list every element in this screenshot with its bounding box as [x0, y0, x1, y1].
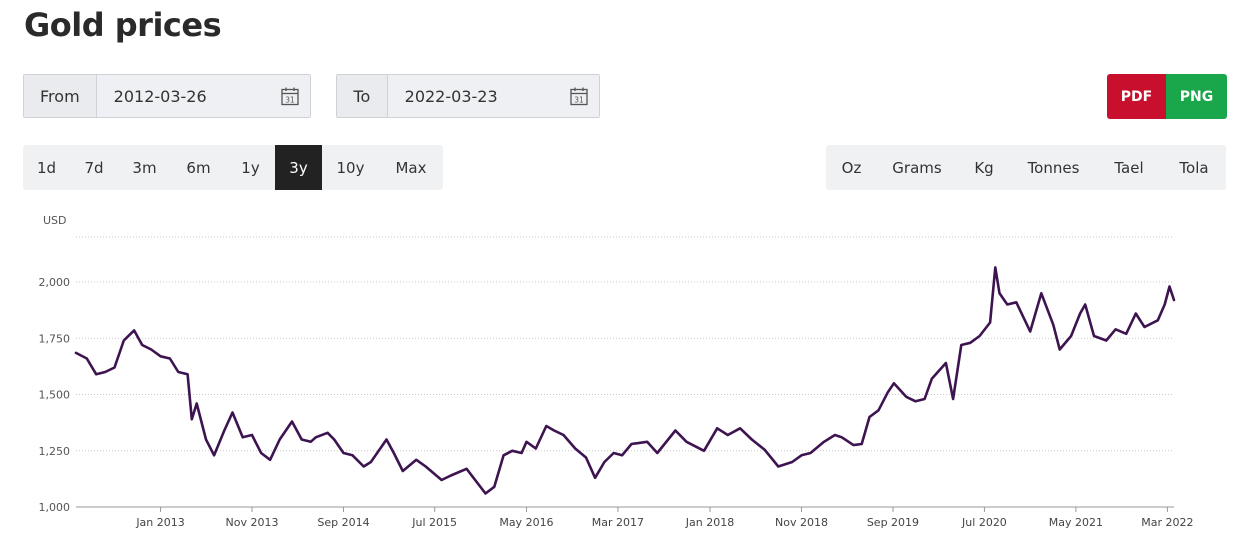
- x-tick-label: Nov 2013: [226, 516, 279, 529]
- range-7d[interactable]: 7d: [84, 158, 104, 177]
- range-max[interactable]: Max: [395, 158, 427, 177]
- from-date-input[interactable]: 2012-03-26 31: [96, 75, 310, 117]
- to-date-input[interactable]: 2022-03-23 31: [387, 75, 599, 117]
- x-tick-label: Sep 2014: [317, 516, 369, 529]
- y-tick-label: 1,750: [39, 332, 71, 345]
- x-tick-label: Mar 2017: [592, 516, 644, 529]
- unit-oz[interactable]: Oz: [841, 158, 862, 177]
- unit-kg[interactable]: Kg: [974, 158, 994, 177]
- x-tick-label: Jan 2018: [685, 516, 734, 529]
- y-axis-unit-label: USD: [43, 214, 67, 227]
- svg-text:31: 31: [285, 95, 295, 104]
- range-3y[interactable]: 3y: [275, 145, 322, 190]
- range-1d[interactable]: 1d: [36, 158, 57, 177]
- range-10y[interactable]: 10y: [336, 158, 365, 177]
- unit-tonnes[interactable]: Tonnes: [1027, 158, 1080, 177]
- x-tick-label: May 2016: [499, 516, 553, 529]
- page-title: Gold prices: [24, 6, 222, 44]
- from-date-value: 2012-03-26: [113, 86, 207, 106]
- from-date-group: From 2012-03-26 31: [23, 74, 311, 118]
- unit-tola[interactable]: Tola: [1179, 158, 1209, 177]
- y-tick-label: 1,000: [39, 501, 71, 514]
- range-6m[interactable]: 6m: [186, 158, 211, 177]
- unit-selector: Oz Grams Kg Tonnes Tael Tola: [826, 145, 1226, 190]
- from-label: From: [24, 75, 97, 117]
- x-tick-label: May 2021: [1049, 516, 1103, 529]
- to-date-value: 2022-03-23: [404, 86, 498, 106]
- export-buttons: PDF PNG: [1107, 74, 1227, 119]
- calendar-icon[interactable]: 31: [569, 86, 589, 106]
- range-1y[interactable]: 1y: [241, 158, 260, 177]
- pdf-button[interactable]: PDF: [1107, 74, 1166, 119]
- range-3m[interactable]: 3m: [132, 158, 157, 177]
- x-tick-label: Jul 2015: [411, 516, 457, 529]
- range-selector: 1d 7d 3m 6m 1y 3y 10y Max: [23, 145, 443, 190]
- x-tick-label: Mar 2022: [1141, 516, 1193, 529]
- x-tick-label: Sep 2019: [867, 516, 919, 529]
- to-date-group: To 2022-03-23 31: [336, 74, 600, 118]
- x-tick-label: Nov 2018: [775, 516, 828, 529]
- x-tick-label: Jan 2013: [135, 516, 184, 529]
- unit-tael[interactable]: Tael: [1114, 158, 1144, 177]
- to-label: To: [337, 75, 388, 117]
- calendar-icon[interactable]: 31: [280, 86, 300, 106]
- svg-text:31: 31: [574, 95, 584, 104]
- y-tick-label: 1,250: [39, 445, 71, 458]
- price-line: [74, 266, 1176, 495]
- y-tick-label: 1,500: [39, 389, 71, 402]
- png-button[interactable]: PNG: [1166, 74, 1227, 119]
- y-tick-label: 2,000: [39, 276, 71, 289]
- unit-grams[interactable]: Grams: [892, 158, 942, 177]
- x-tick-label: Jul 2020: [961, 516, 1007, 529]
